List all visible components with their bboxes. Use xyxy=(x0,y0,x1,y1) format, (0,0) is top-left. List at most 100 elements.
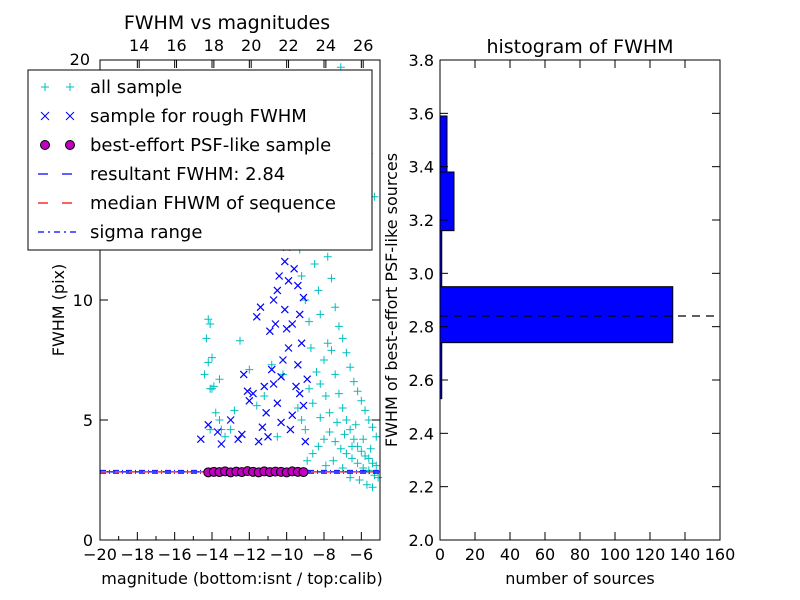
all-sample-point xyxy=(334,389,343,398)
rough-sample-point xyxy=(286,425,295,434)
rough-sample-point xyxy=(288,411,297,420)
all-sample-point xyxy=(329,456,338,465)
all-sample-point xyxy=(316,310,325,319)
right-y-tick-label: 3.0 xyxy=(409,264,434,283)
top-axis-tick-label: 22 xyxy=(278,36,298,55)
left-plot-title: FWHM vs magnitudes xyxy=(124,12,330,34)
left-x-tick-label: −8 xyxy=(312,545,336,564)
rough-sample-point xyxy=(265,327,274,336)
all-sample-point xyxy=(323,339,332,348)
fwhm-histogram-plot: histogram of FWHM 0 20 40 60 80 100 120 140 160 … xyxy=(382,36,735,588)
left-y-tick-label: 5 xyxy=(83,411,93,430)
all-sample-point xyxy=(252,401,261,410)
legend-box xyxy=(27,69,373,251)
all-sample-point xyxy=(338,464,347,472)
right-y-tick-label: 3.6 xyxy=(409,104,434,123)
psf-sample-point xyxy=(298,467,309,478)
all-sample-point xyxy=(206,320,215,328)
right-y-tick-label: 2.8 xyxy=(409,318,434,337)
all-sample-point xyxy=(327,274,336,283)
all-sample-point xyxy=(306,344,315,352)
right-y-tick-label: 3.4 xyxy=(409,158,434,177)
top-axis-tick-label: 16 xyxy=(166,36,186,55)
all-sample-point xyxy=(333,418,342,427)
all-sample-point xyxy=(372,461,381,470)
rough-sample-point xyxy=(292,382,300,391)
rough-sample-point xyxy=(297,339,306,348)
all-sample-point xyxy=(208,353,216,362)
rough-sample-point xyxy=(256,303,265,312)
all-sample-point xyxy=(372,432,381,441)
left-x-axis-ticks: −20 −18 −16 −14 −12 −10 −8 −6 xyxy=(83,60,373,564)
all-sample-point xyxy=(200,370,209,379)
rough-sample-point xyxy=(196,435,205,444)
rough-sample-point xyxy=(239,370,248,379)
all-sample-point xyxy=(305,317,314,326)
legend-swatch-circle xyxy=(40,140,50,150)
all-sample-point xyxy=(226,425,235,434)
rough-sample-point xyxy=(299,401,308,410)
left-x-axis-label: magnitude (bottom:isnt / top:calib) xyxy=(101,569,382,588)
rough-sample-point xyxy=(293,281,302,290)
all-sample-point xyxy=(338,334,347,343)
rough-sample-point xyxy=(277,372,285,381)
rough-sample-point xyxy=(280,257,289,266)
legend-label-resultant-fwhm: resultant FWHM: 2.84 xyxy=(90,164,285,185)
all-sample-point xyxy=(323,252,332,261)
left-y-tick-label: 0 xyxy=(83,531,93,550)
all-sample-point xyxy=(308,399,317,408)
top-axis-tick-label: 20 xyxy=(241,36,261,55)
all-sample-point xyxy=(321,392,330,400)
all-sample-point xyxy=(362,480,371,489)
left-x-tick-label: −16 xyxy=(158,545,192,564)
rough-sample-point xyxy=(293,360,302,369)
right-plot-title: histogram of FWHM xyxy=(486,36,673,58)
all-sample-point xyxy=(349,377,358,386)
all-sample-point xyxy=(357,447,366,456)
rough-sample-point xyxy=(226,416,235,424)
all-sample-point xyxy=(364,466,373,475)
right-y-tick-label: 2.6 xyxy=(409,371,434,390)
all-sample-point xyxy=(320,356,328,364)
all-sample-point xyxy=(357,396,366,405)
all-sample-point xyxy=(230,406,239,415)
all-sample-point xyxy=(202,334,211,343)
rough-sample-point xyxy=(273,399,282,408)
all-sample-point xyxy=(267,360,276,369)
all-sample-point xyxy=(206,384,215,393)
rough-sample-point xyxy=(204,420,213,429)
all-sample-point xyxy=(297,272,306,280)
all-sample-point xyxy=(325,428,334,436)
fwhm-vs-magnitude-plot: FWHM vs magnitudes 14 16 18 20 22 24 26 −20 −18… xyxy=(27,12,383,588)
left-y-axis-label: FWHM (pix) xyxy=(49,264,68,357)
legend: all sample sample for rough FWHM best-ef… xyxy=(27,69,373,251)
rough-sample-point xyxy=(258,423,267,432)
left-y-top-tick-label: 20 xyxy=(70,50,90,69)
left-x-tick-label: −14 xyxy=(195,545,229,564)
right-y-tick-label: 2.2 xyxy=(409,478,434,497)
all-sample-point xyxy=(348,442,356,451)
rough-sample-point xyxy=(243,387,252,396)
all-sample-point xyxy=(297,416,306,424)
all-sample-point xyxy=(346,363,355,372)
right-y-tick-label: 3.2 xyxy=(409,211,434,230)
rough-sample-point xyxy=(271,320,280,328)
rough-sample-point xyxy=(273,286,282,295)
legend-swatch-x xyxy=(65,111,75,121)
right-y-axis-label: FWHM of best-effort PSF-like sources xyxy=(382,153,401,447)
rough-sample-point xyxy=(217,440,226,448)
right-y-tick-label: 2.4 xyxy=(409,424,434,443)
all-sample-point xyxy=(316,413,325,422)
left-y-axis-ticks: 0 5 10 xyxy=(73,291,380,550)
right-x-tick-label: 100 xyxy=(600,545,631,564)
right-x-tick-label: 20 xyxy=(465,545,485,564)
rough-sample-point xyxy=(301,437,310,446)
all-sample-point xyxy=(245,365,254,374)
rough-sample-point xyxy=(295,310,304,319)
top-axis-tick-label: 14 xyxy=(129,36,149,55)
rough-sample-point xyxy=(284,276,293,285)
all-sample-point xyxy=(215,416,224,424)
rough-sample-point xyxy=(260,382,269,391)
all-sample-point xyxy=(355,476,364,484)
left-x-tick-label: −18 xyxy=(120,545,154,564)
